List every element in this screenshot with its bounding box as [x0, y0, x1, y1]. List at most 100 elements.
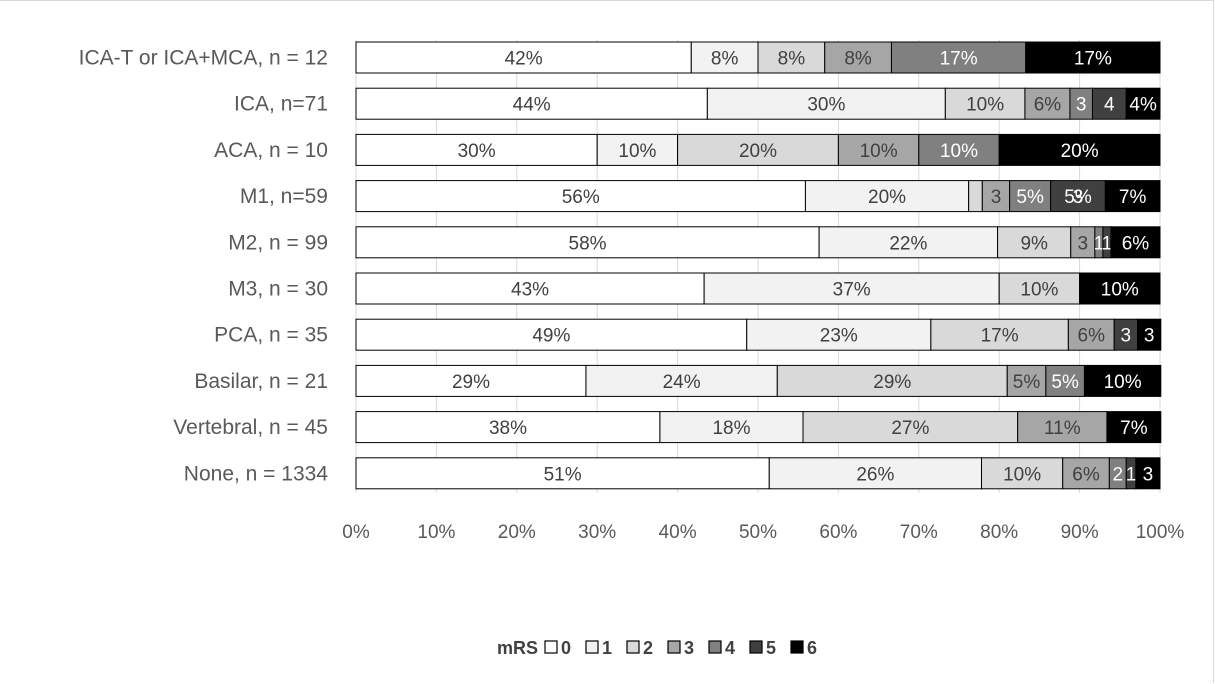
- data-label: 4%: [1129, 95, 1157, 116]
- category-label: ICA, n=71: [234, 93, 328, 116]
- data-label: 8%: [711, 49, 739, 70]
- data-label: 38%: [489, 418, 527, 439]
- x-tick-label: 60%: [819, 522, 857, 543]
- data-label: 8%: [778, 49, 806, 70]
- data-label: 10%: [1101, 280, 1139, 301]
- bar-segment: [968, 180, 983, 213]
- data-label: 8%: [844, 49, 872, 70]
- data-label: 2: [1113, 464, 1124, 485]
- legend-entry: 2: [643, 638, 653, 658]
- data-label: 44%: [513, 95, 551, 116]
- bar-segment: [1062, 457, 1110, 490]
- data-label: 49%: [532, 326, 570, 347]
- category-label: Basilar, n = 21: [194, 370, 328, 393]
- x-tick-label: 50%: [739, 522, 777, 543]
- data-label: 5%: [1064, 187, 1092, 208]
- data-label: 23%: [820, 326, 858, 347]
- data-label: 18%: [712, 418, 750, 439]
- x-tick-label: 40%: [659, 522, 697, 543]
- x-tick-label: 90%: [1061, 522, 1099, 543]
- bar-segment: [1135, 457, 1161, 490]
- x-tick-label: 80%: [980, 522, 1018, 543]
- data-label: 17%: [1074, 49, 1112, 70]
- legend-swatch: [708, 640, 722, 654]
- data-label: 3: [991, 187, 1002, 208]
- legend-entry: 4: [725, 638, 735, 658]
- bar-segment: [1079, 272, 1161, 305]
- data-label: 10%: [618, 141, 656, 162]
- data-label: 20%: [1061, 141, 1099, 162]
- bar-segment: [757, 41, 826, 74]
- data-label: 20%: [739, 141, 777, 162]
- bar-segment: [1136, 318, 1162, 351]
- data-label: 6%: [1034, 95, 1062, 116]
- data-label: 1: [1126, 464, 1137, 485]
- x-tick-label: 0%: [342, 522, 370, 543]
- data-label: 17%: [940, 49, 978, 70]
- data-label: 27%: [891, 418, 929, 439]
- legend-swatch: [667, 640, 681, 654]
- bar-segment: [677, 133, 839, 166]
- legend-title: mRS: [497, 638, 538, 658]
- bar-segment: [1106, 411, 1162, 444]
- legend-swatch: [790, 640, 804, 654]
- legend-entry: 5: [766, 638, 776, 658]
- bar-segment: [355, 226, 820, 259]
- data-label: 17%: [981, 326, 1019, 347]
- data-label: 42%: [505, 49, 543, 70]
- bar-segment: [1009, 180, 1052, 213]
- data-label: 10%: [1104, 372, 1142, 393]
- data-label: 58%: [569, 233, 607, 254]
- data-label: 37%: [833, 280, 871, 301]
- data-label: 5%: [1013, 372, 1041, 393]
- data-label: 29%: [873, 372, 911, 393]
- bar-segment: [1067, 318, 1115, 351]
- x-tick-label: 100%: [1136, 522, 1185, 543]
- legend-swatch: [544, 640, 558, 654]
- data-label: 24%: [663, 372, 701, 393]
- data-label: 56%: [562, 187, 600, 208]
- data-label: 51%: [544, 464, 582, 485]
- data-label: 26%: [856, 464, 894, 485]
- category-label: PCA, n = 35: [214, 324, 328, 347]
- bar-segment: [981, 180, 1011, 213]
- bar-segment: [1006, 364, 1047, 397]
- bar-segment: [1125, 87, 1161, 120]
- legend-swatch: [585, 640, 599, 654]
- data-label: 10%: [966, 95, 1004, 116]
- data-label: 3: [1121, 326, 1132, 347]
- legend-entry: 0: [561, 638, 571, 658]
- bar-segment: [944, 87, 1026, 120]
- bar-segment: [824, 41, 892, 74]
- data-label: 5%: [1016, 187, 1044, 208]
- data-label: 3: [1078, 233, 1089, 254]
- data-label: 29%: [452, 372, 490, 393]
- data-label: 3: [1076, 95, 1087, 116]
- data-label: 3: [1073, 187, 1084, 208]
- bar-segment: [1110, 226, 1161, 259]
- legend-entry: 6: [807, 638, 817, 658]
- data-label: 10%: [1020, 280, 1058, 301]
- data-label: 6%: [1072, 464, 1100, 485]
- data-label: 43%: [511, 280, 549, 301]
- category-label: M3, n = 30: [228, 278, 328, 301]
- bar-segment: [1091, 87, 1127, 120]
- data-label: 4: [1104, 95, 1115, 116]
- bar-segment: [1024, 87, 1071, 120]
- legend-entry: 3: [684, 638, 694, 658]
- x-tick-label: 70%: [900, 522, 938, 543]
- legend-entry: 1: [602, 638, 612, 658]
- data-label: 10%: [1003, 464, 1041, 485]
- x-tick-label: 10%: [417, 522, 455, 543]
- bar-segment: [1025, 41, 1161, 74]
- bar-segment: [837, 133, 920, 166]
- bar-segment: [355, 318, 748, 351]
- data-label: 22%: [889, 233, 927, 254]
- bar-segment: [1017, 411, 1108, 444]
- data-label: 20%: [868, 187, 906, 208]
- category-label: Vertebral, n = 45: [173, 416, 328, 439]
- bar-segment: [1070, 226, 1096, 259]
- data-label: 3: [1144, 326, 1155, 347]
- category-label: ACA, n = 10: [214, 139, 328, 162]
